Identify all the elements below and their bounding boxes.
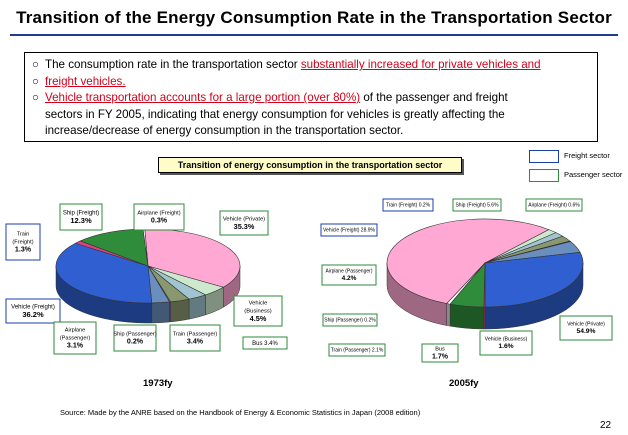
callout-text: Ship (Freight) 5.6%	[455, 202, 499, 208]
callout-text: 0.3%	[151, 217, 168, 225]
callout-1973-bus: Bus 3.4%	[242, 336, 288, 350]
callout-1973-vehicle-private: Vehicle (Private)35.3%	[219, 210, 269, 236]
callout-text: Train (Passenger)	[173, 332, 218, 338]
callout-text: Ship (Passenger)	[113, 332, 156, 338]
callout-1973-vehicle-freight: Vehicle (Freight)36.2%	[5, 298, 61, 324]
callout-text: (Passenger)	[60, 336, 91, 342]
legend-swatch-freight	[529, 150, 559, 163]
callout-text: Train (Freight) 0.2%	[386, 202, 431, 208]
callout-1973-ship-passenger: Ship (Passenger)0.2%	[113, 324, 157, 352]
pie-1973-side-airplane-passenger	[151, 301, 170, 324]
bullet-1: The consumption rate in the transportati…	[32, 57, 589, 74]
callout-2005-train-freight: Train (Freight) 0.2%	[382, 198, 434, 212]
callout-text: Ship (Freight)	[63, 211, 99, 217]
callout-text: Vehicle (Freight) 28.9%	[323, 227, 376, 233]
legend-swatch-passenger	[529, 169, 559, 182]
callout-text: 3.1%	[67, 342, 84, 350]
callout-text: 1.3%	[15, 246, 32, 254]
bullet-2-line-3: increase/decrease of energy consumption …	[45, 124, 404, 137]
source-note: Source: Made by the ANRE based on the Ha…	[60, 408, 421, 417]
pie-2005-side-ship-freight	[449, 303, 485, 330]
callout-2005-ship-freight: Ship (Freight) 5.6%	[452, 198, 502, 212]
callout-1973-vehicle-business: Vehicle (Business)4.5%	[233, 295, 283, 327]
callout-text: 3.4%	[187, 338, 204, 346]
callout-text: Airplane (Freight) 0.6%	[528, 202, 580, 208]
callout-text: Airplane	[65, 327, 86, 333]
callout-text: 1.6%	[498, 343, 513, 350]
legend-label-passenger: Passenger sector	[564, 170, 623, 179]
bullet-1-text: The consumption rate in the transportati…	[45, 58, 301, 71]
bullet-2-line-2: sectors in FY 2005, indicating that ener…	[45, 107, 505, 121]
callout-text: Vehicle (Private)	[567, 322, 605, 328]
callout-text: 36.2%	[22, 310, 44, 319]
callout-text: Vehicle (Business)	[485, 337, 528, 343]
callout-1973-ship-freight: Ship (Freight)12.3%	[59, 203, 103, 231]
bullet-2-text: of the passenger and freight	[360, 91, 508, 104]
callout-2005-vehicle-business: Vehicle (Business)1.6%	[479, 330, 533, 356]
callout-text: Airplane (Passenger)	[326, 269, 373, 275]
pie-2005	[386, 218, 584, 330]
callout-text: Bus	[435, 347, 445, 353]
callout-text: Vehicle (Freight)	[11, 305, 55, 311]
pie-2005-slice-airplane-freight	[446, 262, 486, 305]
bullet-1-cont: freight vehicles.	[32, 74, 589, 91]
bullet-1-highlight: substantially increased for private vehi…	[300, 58, 541, 71]
pie-2005-depth	[386, 262, 584, 330]
pie-2005-slice-vehicle-freight	[484, 251, 584, 308]
callout-text: Airplane (Freight)	[137, 211, 180, 217]
callout-text: Train (Passenger) 2.1%	[331, 347, 384, 353]
callout-text: Train	[17, 231, 30, 237]
callout-2005-vehicle-private: Vehicle (Private)54.9%	[559, 315, 613, 341]
summary-box: The consumption rate in the transportati…	[24, 52, 598, 142]
callout-text: 35.3%	[234, 222, 255, 231]
pie-2005-slice-vehicle-private	[386, 218, 550, 304]
pie-2005-side-airplane-freight	[446, 303, 451, 327]
callout-text: 0.2%	[127, 338, 144, 346]
callout-text: 1.7%	[432, 354, 449, 361]
callout-text: (Business)	[244, 309, 271, 315]
callout-2005-airplane-passenger: Airplane (Passenger)4.2%	[321, 264, 377, 286]
callout-text: Ship (Passenger) 0.2%	[324, 317, 376, 323]
page-number: 22	[600, 420, 612, 431]
callout-text: 4.2%	[342, 275, 357, 282]
callout-text: 4.5%	[250, 314, 267, 323]
year-label-2005: 2005fy	[449, 378, 479, 389]
callout-text: (Freight)	[12, 240, 33, 246]
callout-text: Vehicle	[249, 300, 268, 306]
bullet-2: Vehicle transportation accounts for a la…	[32, 90, 589, 107]
callout-text: 12.3%	[70, 216, 92, 225]
bullet-2-highlight: Vehicle transportation accounts for a la…	[45, 91, 361, 104]
title-underline	[10, 34, 618, 36]
callout-1973-train-passenger: Train (Passenger)3.4%	[169, 324, 221, 352]
callout-text: 54.9%	[577, 328, 596, 335]
callout-1973-airplane-freight: Airplane (Freight)0.3%	[133, 203, 185, 231]
callout-1973-airplane-passenger: Airplane (Passenger)3.1%	[53, 321, 97, 355]
callout-2005-vehicle-freight: Vehicle (Freight) 28.9%	[320, 223, 378, 237]
callout-2005-ship-passenger: Ship (Passenger) 0.2%	[322, 313, 378, 327]
legend-label-freight: Freight sector	[564, 151, 610, 160]
pie-1973-side-train-passenger	[170, 298, 190, 323]
pie-1973-slice-vehicle-freight	[55, 242, 153, 304]
callout-1973-train-freight: Train (Freight)1.3%	[5, 223, 41, 261]
pie-1973	[55, 228, 241, 324]
callout-text: Vehicle (Private)	[223, 217, 265, 223]
callout-2005-airplane-freight: Airplane (Freight) 0.6%	[525, 198, 583, 212]
callout-text: Bus 3.4%	[252, 341, 278, 347]
chart-title: Transition of energy consumption in the …	[158, 157, 462, 173]
page-title: Transition of the Energy Consumption Rat…	[16, 8, 612, 27]
callout-2005-train-passenger: Train (Passenger) 2.1%	[328, 343, 386, 357]
year-label-1973: 1973fy	[143, 378, 173, 389]
bullet-1-highlight-2: freight vehicles.	[45, 74, 126, 88]
